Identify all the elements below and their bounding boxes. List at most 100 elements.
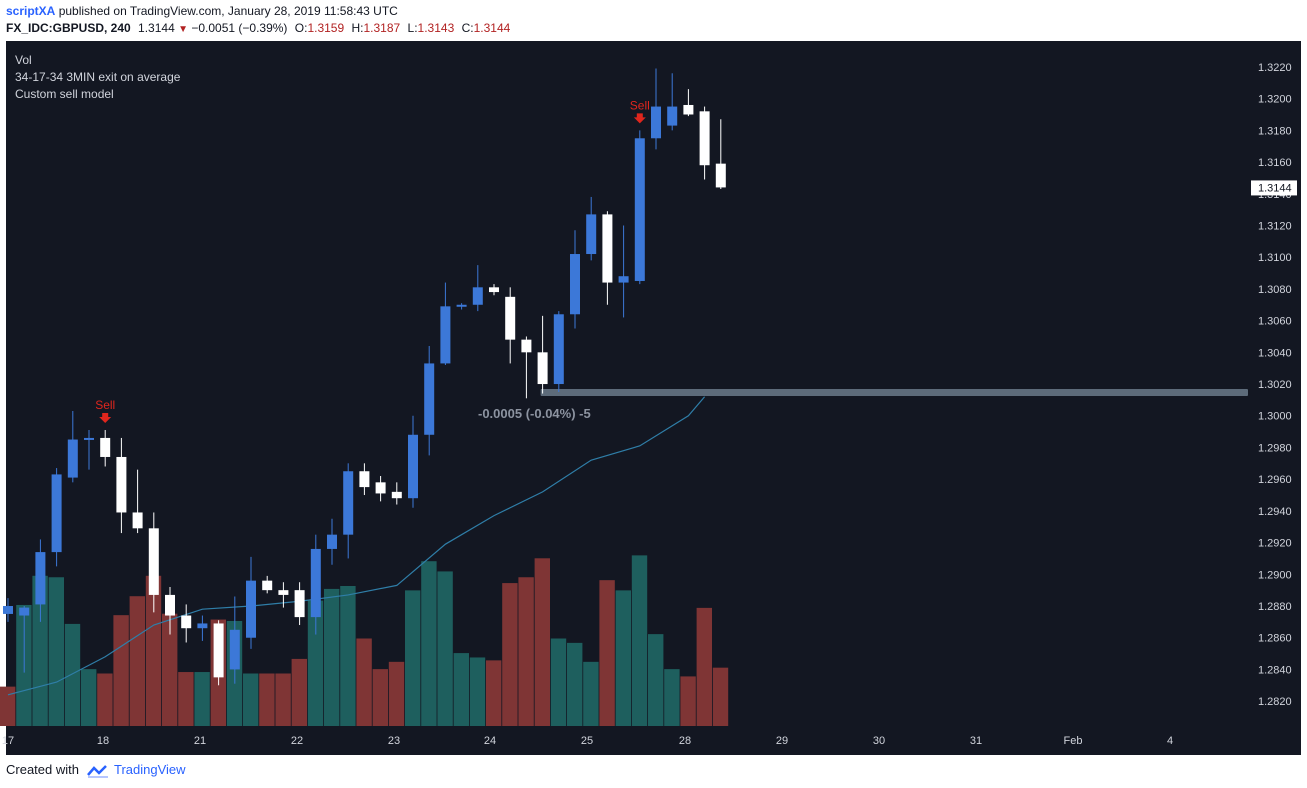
candle	[699, 106, 710, 180]
moving-average-layer	[7, 396, 706, 696]
author-link[interactable]: scriptXA	[6, 4, 56, 18]
measure-range-bar[interactable]	[540, 388, 1248, 396]
candle-body	[3, 606, 13, 614]
volume-bar	[97, 673, 113, 726]
open-label: O:	[294, 21, 308, 35]
close-value: 1.3144	[473, 21, 511, 35]
legend-sell-model[interactable]: Custom sell model	[15, 87, 114, 101]
symbol-bar: FX_IDC:GBPUSD, 240 1.3144 ▼ −0.0051 (−0.…	[6, 21, 510, 35]
last-price-tag-text: 1.3144	[1258, 182, 1292, 194]
created-with-text: Created with	[6, 762, 79, 777]
candle	[440, 282, 451, 366]
volume-bar	[631, 555, 648, 726]
candle	[294, 582, 305, 626]
candle	[715, 119, 726, 190]
candle	[408, 415, 418, 508]
volume-bar	[405, 590, 421, 726]
candle	[51, 468, 62, 567]
measure-label: -0.0005 (-0.04%) -5	[478, 406, 591, 421]
candle-body	[440, 306, 451, 364]
candle-body	[375, 482, 386, 494]
candle	[19, 606, 30, 673]
time-tick-label: 30	[873, 735, 885, 747]
candle	[310, 534, 321, 635]
candle	[472, 265, 483, 312]
legend-exit-indicator[interactable]: 34-17-34 3MIN exit on average	[15, 70, 181, 84]
price-tick-label: 1.2860	[1258, 633, 1292, 645]
candle-body	[715, 163, 726, 188]
candle	[100, 430, 111, 467]
time-tick-label: 31	[970, 735, 982, 747]
candle-body	[246, 580, 256, 638]
candle-body	[408, 434, 418, 499]
volume-bar	[388, 661, 405, 726]
candle	[570, 230, 580, 329]
volume-bar	[615, 590, 631, 726]
high-value: 1.3187	[363, 21, 401, 35]
volume-bar	[194, 672, 210, 726]
candle	[375, 475, 386, 502]
candle-body	[456, 304, 467, 307]
candle-body	[165, 594, 175, 616]
price-tick-label: 1.3080	[1258, 284, 1292, 296]
close-label: C:	[461, 21, 474, 35]
candle	[618, 225, 629, 318]
candle	[327, 518, 337, 565]
candle	[521, 336, 532, 399]
volume-bar	[291, 658, 307, 726]
price-tick-label: 1.3100	[1258, 252, 1292, 264]
candle-body	[100, 437, 111, 457]
volume-bar	[307, 600, 324, 726]
candle-body	[651, 106, 661, 139]
volume-layer	[0, 555, 729, 726]
last-price-tag-box	[1251, 180, 1297, 196]
volume-bar	[664, 669, 680, 726]
price-tick-label: 1.2880	[1258, 601, 1292, 613]
candle	[537, 315, 548, 394]
candle-body	[505, 296, 516, 340]
volume-bar	[243, 673, 259, 726]
price-chart[interactable]: -0.0005 (-0.04%) -5 Sell Sell 1.3220 1.320…	[0, 41, 1307, 755]
tradingview-logo-icon[interactable]	[86, 764, 109, 778]
volume-bar	[372, 669, 388, 726]
candle-body	[310, 548, 321, 618]
candle	[456, 303, 467, 310]
legend: Vol 34-17-34 3MIN exit on average Custom…	[15, 53, 181, 101]
time-tick-label: 28	[679, 735, 691, 747]
time-tick-label: 23	[388, 735, 400, 747]
candles-layer	[3, 68, 726, 686]
candle-body	[262, 580, 273, 591]
time-tick-label: 17	[2, 735, 14, 747]
volume-bar	[275, 673, 291, 726]
price-tick-label: 1.2920	[1258, 538, 1292, 550]
volume-bar	[550, 638, 567, 726]
volume-bar	[453, 653, 469, 726]
moving-average-line	[7, 396, 706, 696]
candle	[67, 410, 78, 483]
candle-body	[213, 623, 224, 678]
candle-body	[84, 437, 94, 440]
published-text: published on TradingView.com, January 28…	[58, 4, 398, 18]
legend-volume[interactable]: Vol	[15, 53, 32, 67]
price-tick-label: 1.2820	[1258, 696, 1292, 708]
candle-body	[602, 214, 613, 283]
volume-bar	[567, 642, 583, 726]
price-tick-label: 1.3120	[1258, 220, 1292, 232]
candle-body	[19, 607, 30, 616]
candle-body	[537, 352, 548, 385]
time-tick-label: 22	[291, 735, 303, 747]
candle-body	[634, 138, 645, 281]
volume-bar	[48, 577, 64, 726]
candle-body	[181, 615, 192, 629]
tradingview-brand-link[interactable]: TradingView	[114, 762, 186, 777]
candle-body	[51, 474, 62, 553]
price-tick-label: 1.2900	[1258, 569, 1292, 581]
volume-bar	[712, 667, 729, 726]
candle-body	[327, 534, 337, 549]
time-axis[interactable]: 17 18 21 22 23 24 25 28 29 30 31 Feb 4	[2, 735, 1173, 747]
candle-body	[521, 339, 532, 353]
candle	[651, 68, 661, 150]
time-tick-label: Feb	[1064, 735, 1083, 747]
sell-signal: Sell	[95, 398, 115, 424]
price-axis[interactable]: 1.32201.32001.31801.31601.31401.31201.31…	[1258, 62, 1292, 708]
